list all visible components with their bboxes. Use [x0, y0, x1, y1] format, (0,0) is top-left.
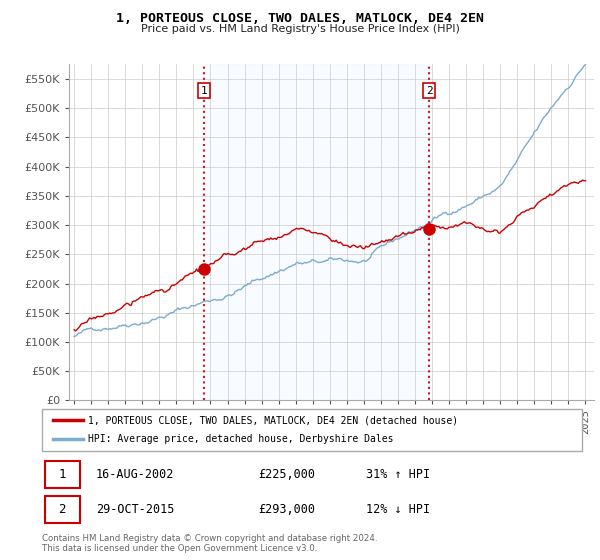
Text: 1, PORTEOUS CLOSE, TWO DALES, MATLOCK, DE4 2EN (detached house): 1, PORTEOUS CLOSE, TWO DALES, MATLOCK, D… [88, 415, 458, 425]
FancyBboxPatch shape [45, 461, 80, 488]
Text: 2: 2 [426, 86, 433, 96]
Text: Price paid vs. HM Land Registry's House Price Index (HPI): Price paid vs. HM Land Registry's House … [140, 24, 460, 34]
Text: £225,000: £225,000 [258, 468, 315, 481]
Text: 1, PORTEOUS CLOSE, TWO DALES, MATLOCK, DE4 2EN: 1, PORTEOUS CLOSE, TWO DALES, MATLOCK, D… [116, 12, 484, 25]
Bar [204, 64, 429, 400]
FancyBboxPatch shape [42, 409, 582, 451]
Text: 16-AUG-2002: 16-AUG-2002 [96, 468, 175, 481]
Text: 12% ↓ HPI: 12% ↓ HPI [366, 503, 430, 516]
FancyBboxPatch shape [45, 496, 80, 524]
Text: 1: 1 [200, 86, 208, 96]
Text: £293,000: £293,000 [258, 503, 315, 516]
Text: 29-OCT-2015: 29-OCT-2015 [96, 503, 175, 516]
Text: Contains HM Land Registry data © Crown copyright and database right 2024.
This d: Contains HM Land Registry data © Crown c… [42, 534, 377, 553]
Text: 2: 2 [58, 503, 66, 516]
Text: HPI: Average price, detached house, Derbyshire Dales: HPI: Average price, detached house, Derb… [88, 435, 394, 445]
Text: 1: 1 [58, 468, 66, 481]
Text: 31% ↑ HPI: 31% ↑ HPI [366, 468, 430, 481]
